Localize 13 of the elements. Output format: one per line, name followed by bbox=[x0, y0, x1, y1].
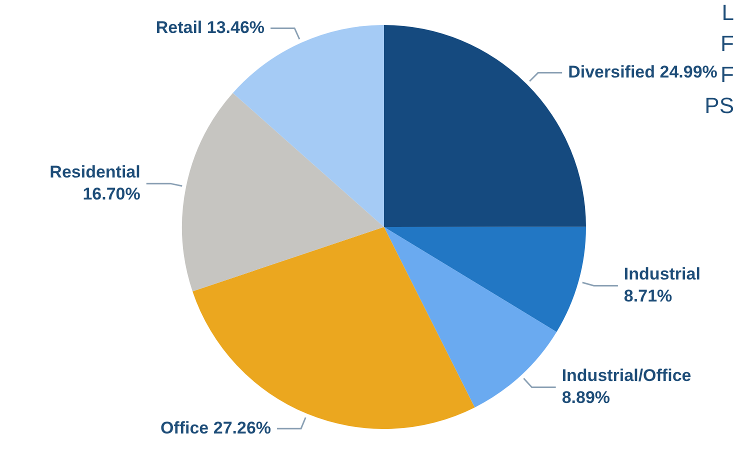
text: F bbox=[720, 31, 734, 56]
slice-label: Industrial/Office bbox=[562, 366, 692, 385]
slice-label: Residential bbox=[50, 162, 140, 182]
text: L bbox=[722, 0, 734, 26]
slice-label: Retail 13.46% bbox=[156, 18, 265, 37]
text: PS bbox=[704, 93, 734, 118]
text: F bbox=[720, 62, 734, 88]
slice-label: Industrial bbox=[624, 264, 700, 284]
data-label: 16.70% bbox=[82, 184, 140, 204]
slice-label: Office 27.26% bbox=[160, 418, 272, 438]
slice-label: Diversified 24.99% bbox=[568, 62, 718, 82]
data-label: 8.71% bbox=[624, 286, 672, 306]
data-label: 8.89% bbox=[562, 388, 610, 407]
